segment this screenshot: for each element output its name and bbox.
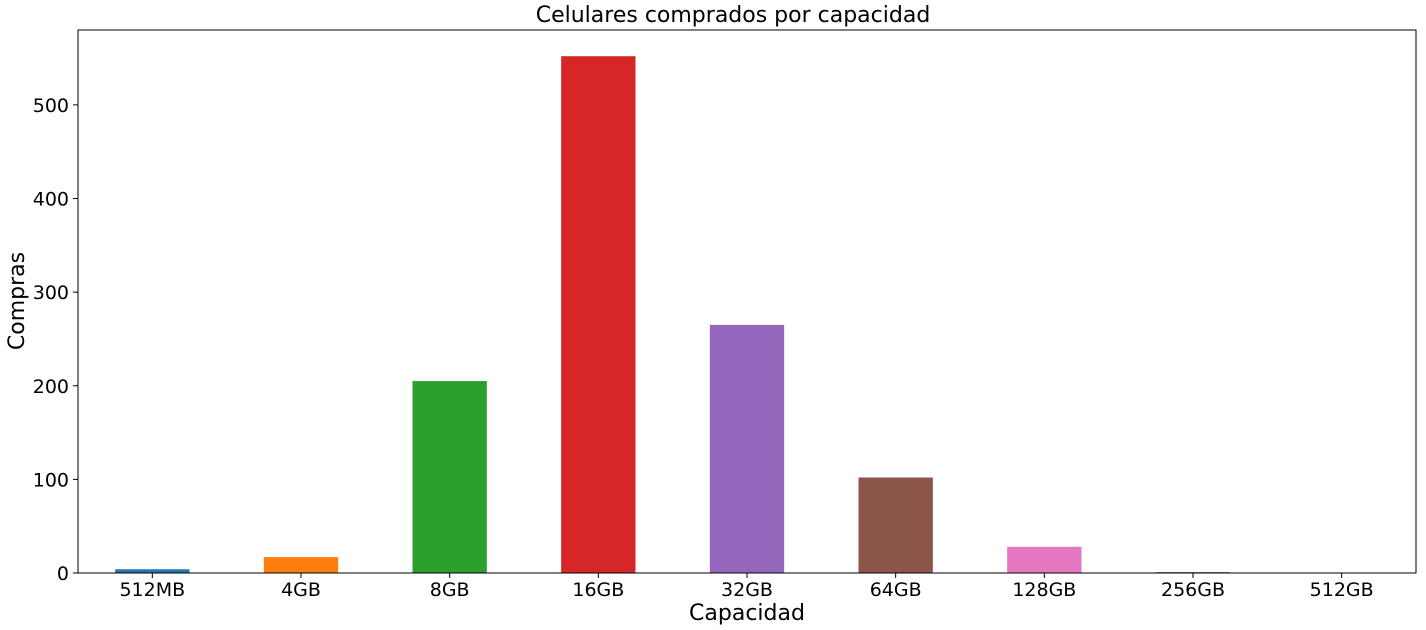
x-axis-label: Capacidad — [689, 601, 805, 626]
x-axis-ticks: 512MB 4GB 8GB 16GB 32GB 64GB 128GB 256GB 512GB — [119, 573, 1374, 601]
x-tick-label: 4GB — [281, 579, 321, 601]
y-tick-label: 400 — [33, 189, 69, 211]
bar-64GB — [858, 477, 933, 573]
chart-title: Celulares comprados por capacidad — [536, 3, 931, 28]
x-tick-label: 256GB — [1161, 579, 1225, 601]
x-tick-label: 32GB — [721, 579, 773, 601]
y-tick-label: 200 — [33, 376, 69, 398]
bars-group — [115, 56, 1231, 573]
x-tick-label: 64GB — [870, 579, 922, 601]
plot-frame — [77, 29, 1417, 574]
y-tick-label: 500 — [33, 95, 69, 117]
y-axis-label: Compras — [5, 252, 30, 350]
y-tick-label: 0 — [57, 563, 69, 585]
y-tick-label: 100 — [33, 469, 69, 491]
x-tick-label: 128GB — [1012, 579, 1076, 601]
y-tick-label: 300 — [33, 282, 69, 304]
y-axis-ticks: 0 100 200 300 400 500 — [33, 95, 78, 585]
x-tick-label: 16GB — [572, 579, 624, 601]
bar-32GB — [709, 324, 785, 573]
bar-8GB — [412, 381, 487, 573]
bar-4GB — [263, 557, 339, 573]
x-tick-label: 512GB — [1310, 579, 1374, 601]
x-tick-label: 512MB — [119, 579, 185, 601]
bar-128GB — [1007, 546, 1082, 573]
bar-512MB — [115, 569, 190, 573]
bar-16GB — [561, 56, 636, 573]
x-tick-label: 8GB — [430, 579, 470, 601]
